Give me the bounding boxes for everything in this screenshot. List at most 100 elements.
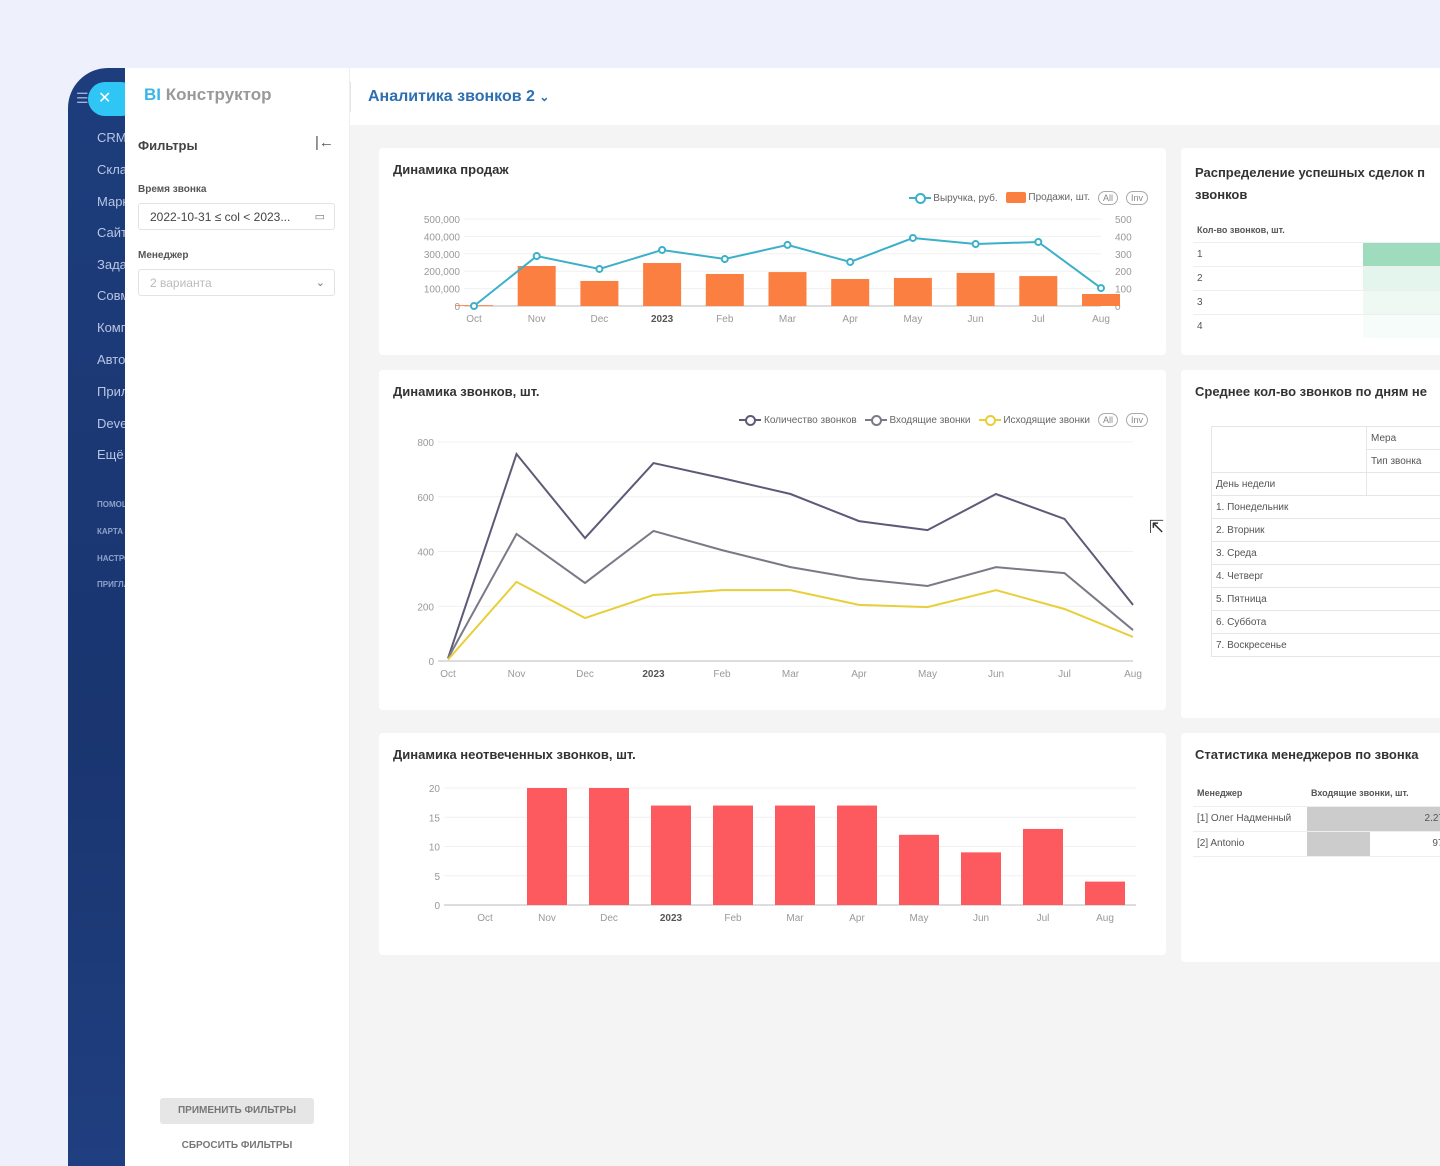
table-row: 2 [1193,266,1440,291]
legend-item[interactable]: Количество звонков [739,415,857,426]
nav-item[interactable]: Ещё [97,447,124,462]
column-header[interactable]: Кол-во звонков, шт. [1193,218,1363,243]
bar [837,805,877,905]
legend-item[interactable]: Выручка, руб. [908,192,998,204]
legend-inv-button[interactable]: Inv [1125,413,1148,427]
bar [1085,881,1125,905]
x-tick-label: Nov [528,314,546,325]
collapse-left-icon[interactable]: |← [315,134,334,151]
x-tick-label: Dec [600,913,618,924]
divider [350,82,351,112]
column-header[interactable]: % [1363,218,1440,243]
legend-item[interactable]: Исходящие звонки [978,415,1090,426]
x-tick-label: Jun [973,913,989,924]
bar [768,272,807,306]
call-time-input[interactable]: 2022-10-31 ≤ col < 2023... ▭ [138,203,335,230]
table-row: 2. Вторник [1211,518,1440,542]
bar [899,834,939,905]
y-tick-label: 5 [434,872,440,883]
y-tick-label: 800 [417,438,434,449]
legend-all-button[interactable]: All [1097,191,1118,205]
managers-table-card: Статистика менеджеров по звонка Менеджер… [1181,733,1440,962]
nav-item[interactable]: Developer [97,416,125,431]
x-tick-label: Jun [988,669,1004,680]
x-tick-label: 2023 [660,913,683,924]
x-tick-label: Mar [782,669,800,680]
manager-placeholder: 2 варианта [150,276,212,290]
dashboard-title: Аналитика звонков 2 [368,88,535,105]
weekday-pivot-table: Мера Тип звонка День недели 1. Понедельн… [1211,426,1440,657]
nav-item[interactable]: ПОМОЩЬ [97,500,125,509]
sales-chart-card: Динамика продаж Выручка, руб. Продажи, ш… [379,148,1166,355]
legend-all-button[interactable]: All [1097,413,1118,427]
table-row: 7. Воскресенье [1211,633,1440,657]
table-row: 3. Среда [1211,541,1440,565]
y-tick-label: 300,000 [424,250,461,261]
bar [831,279,870,306]
nav-item[interactable]: CRM [97,130,125,145]
nav-item[interactable]: Сайты [97,225,125,240]
legend-item[interactable]: Входящие звонки [864,414,971,426]
filters-title: Фильтры [138,138,198,153]
data-point [595,264,604,273]
managers-title: Статистика менеджеров по звонка [1195,747,1419,762]
nav-item[interactable]: Задачи [97,257,125,272]
manager-select[interactable]: 2 варианта ⌄ [138,269,335,296]
bar [775,805,815,905]
bar [1023,828,1063,905]
chart-title: Динамика звонков, шт. [393,384,540,399]
x-tick-label: Jul [1032,314,1045,325]
data-point [908,233,917,242]
calls-chart-card: Динамика звонков, шт. Количество звонков… [379,370,1166,710]
column-header[interactable]: Входящие звонки, шт. [1307,781,1440,807]
bar-marker-icon [1005,192,1026,204]
y-tick-label: 400,000 [424,232,461,243]
nav-item[interactable]: Склад [97,162,125,177]
bar [643,263,682,306]
line-marker-icon [908,192,931,204]
nav-item[interactable]: НАСТРОЙКИ [97,554,125,563]
unanswered-chart: 0 5 10 15 20 Oct Nov Dec 2023 Feb Mar Apr May Jun Jul A… [429,784,1136,924]
deals-title: Распределение успешных сделок п звонков [1195,165,1426,202]
series-line [447,452,1134,659]
chart-legend: Количество звонков Входящие звонки Исход… [739,413,1148,427]
line-marker-icon [864,414,887,426]
dashboard-title-dropdown[interactable]: Аналитика звонков 2 ⌄ [368,88,549,106]
y-tick-label: 0 [428,657,434,668]
chart-title: Динамика неотвеченных звонков, шт. [393,747,636,762]
menu-icon[interactable]: ☰ [76,90,89,106]
manager-label: Менеджер [138,250,189,261]
x-tick-label: Apr [851,669,867,680]
nav-item[interactable]: Компания [97,320,125,335]
x-tick-label: Nov [508,669,526,680]
x-tick-label: Oct [440,669,456,680]
nav-item[interactable]: Автоматизация [97,352,125,367]
nav-item[interactable]: ПРИГЛАСИТЬ [97,580,125,589]
x-tick-label: Jun [968,314,984,325]
table-row: 5. Пятница [1211,587,1440,611]
data-point [971,240,980,249]
nav-item[interactable]: Приложения [97,384,125,399]
x-tick-label: Apr [849,913,865,924]
x-tick-label: Mar [786,913,804,924]
y-tick-label: 200,000 [424,267,461,278]
dashboard-header: Аналитика звонков 2 ⌄ [350,68,1440,125]
x-tick-label: May [903,314,922,325]
column-header[interactable]: Менеджер [1193,781,1307,807]
x-tick-label: Feb [724,913,742,924]
y-tick-label: 500,000 [424,215,461,226]
nav-item[interactable]: КАРТА [97,527,124,536]
x-tick-label: Dec [576,669,594,680]
reset-filters-button[interactable]: СБРОСИТЬ ФИЛЬТРЫ [181,1140,293,1151]
apply-filters-button[interactable]: ПРИМЕНИТЬ ФИЛЬТРЫ [160,1098,314,1124]
calls-chart: 0 200 400 600 800 Oct Nov Dec 2023 Feb Mar Apr May Ju… [417,438,1142,680]
nav-item[interactable]: Маркетинг [97,194,125,209]
nav-item[interactable]: Совместная работа [97,288,125,303]
legend-inv-button[interactable]: Inv [1125,191,1148,205]
table-row: 4 [1193,314,1440,338]
unanswered-chart-card: Динамика неотвеченных звонков, шт. 0 5 10 1… [379,733,1166,955]
legend-item[interactable]: Продажи, шт. [1005,192,1090,204]
y-tick-label: 10 [429,843,441,854]
data-point [783,240,792,249]
